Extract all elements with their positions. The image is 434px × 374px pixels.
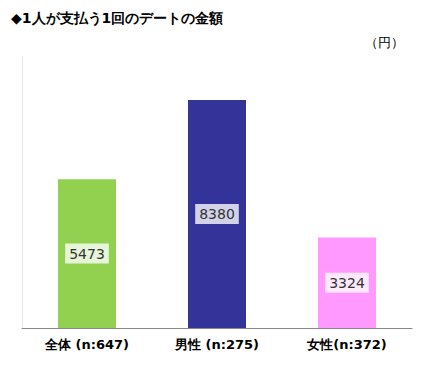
svg-text:8380: 8380 (199, 206, 235, 222)
svg-text:男性 (n:275): 男性 (n:275) (174, 337, 259, 352)
svg-text:5473: 5473 (69, 246, 105, 262)
svg-text:（円）: （円） (365, 35, 404, 50)
svg-text:◆1人が支払う1回のデートの金額: ◆1人が支払う1回のデートの金額 (11, 10, 223, 27)
svg-text:全体 (n:647): 全体 (n:647) (44, 337, 129, 352)
svg-text:3324: 3324 (329, 275, 365, 291)
svg-text:女性(n:372): 女性(n:372) (306, 337, 386, 352)
